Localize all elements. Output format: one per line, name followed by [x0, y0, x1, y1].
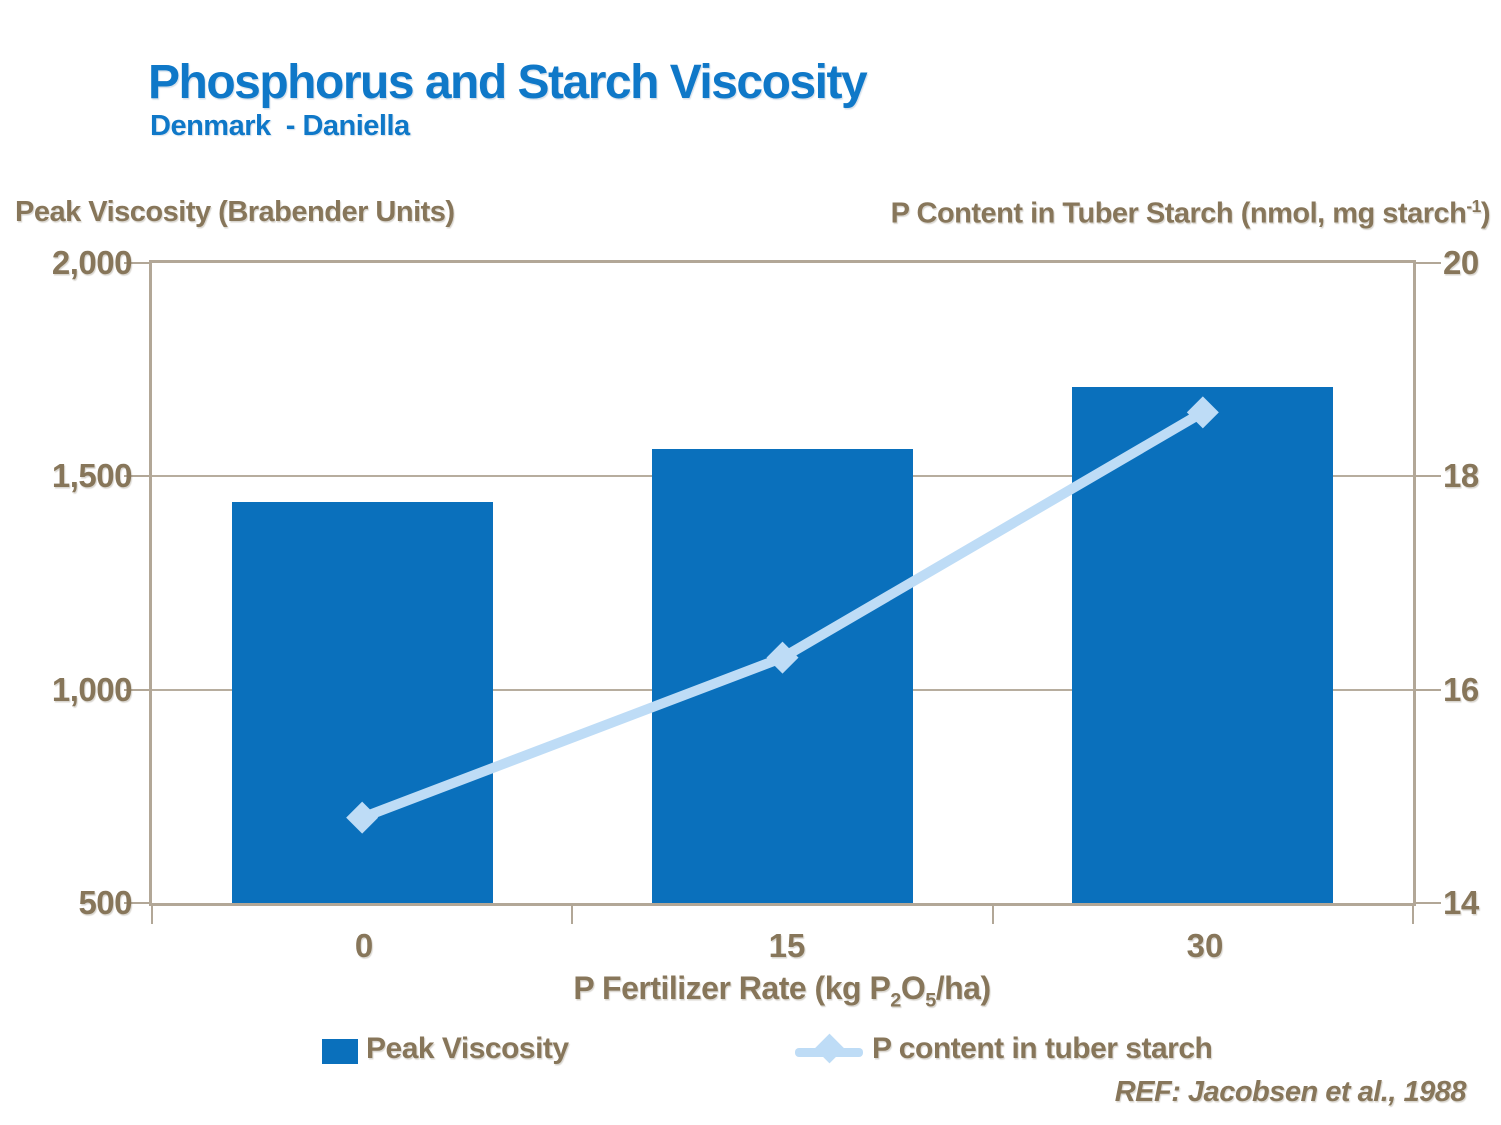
legend-diamond-marker-icon	[814, 1033, 845, 1064]
y-axis-right-tick-mark	[1416, 475, 1441, 478]
x-axis-title: P Fertilizer Rate (kg P2O5/ha)	[432, 970, 1132, 1012]
legend-label-p-content: P content in tuber starch	[872, 1032, 1213, 1065]
x-axis-title-subscript-5: 5	[925, 989, 936, 1012]
bar-peak-viscosity-30	[1072, 386, 1334, 903]
y-axis-right-tick-18: 18	[1443, 457, 1479, 494]
x-axis-title-o: O	[900, 970, 926, 1006]
reference-citation: REF: Jacobsen et al., 1988	[1114, 1076, 1467, 1108]
x-axis-tick-mark	[1412, 904, 1414, 924]
right-axis-title-superscript: -1	[1466, 196, 1481, 216]
y-axis-left-tick-mark	[124, 902, 149, 904]
y-axis-right-tick-20: 20	[1443, 244, 1479, 281]
diamond-marker-0	[346, 801, 379, 834]
left-axis-title: Peak Viscosity (Brabender Units)	[15, 196, 455, 228]
y-axis-right-tick-mark	[1416, 902, 1441, 904]
line-p-content-in-tuber-starch	[346, 396, 1219, 834]
legend-bar-swatch-icon	[322, 1039, 358, 1064]
right-axis-title-close: )	[1480, 197, 1491, 230]
diamond-marker-15	[766, 641, 799, 674]
y-axis-left-tick-mark	[124, 475, 149, 478]
diamond-marker-30	[1186, 396, 1219, 429]
bar-peak-viscosity-0	[231, 501, 493, 903]
y-axis-left-tick-1500: 1,500	[51, 457, 133, 494]
y-axis-left-tick-2000: 2,000	[51, 244, 133, 281]
page-title: Phosphorus and Starch Viscosity	[148, 56, 868, 109]
y-axis-right-tick-14: 14	[1443, 884, 1479, 921]
x-axis-tick-0: 0	[354, 927, 374, 964]
x-axis-title-end: /ha)	[935, 970, 991, 1006]
y-axis-left-tick-500: 500	[78, 884, 132, 921]
page-subtitle: Denmark - Daniella	[150, 110, 410, 142]
x-axis-tick-mark	[151, 904, 153, 924]
x-axis-tick-mark	[571, 904, 574, 924]
bar-peak-viscosity-15	[652, 448, 913, 903]
y-axis-right-tick-mark	[1416, 262, 1441, 264]
x-axis-tick-30: 30	[1186, 927, 1224, 964]
x-axis-tick-mark	[991, 904, 994, 924]
y-axis-right-tick-mark	[1416, 688, 1441, 691]
x-axis-title-text: P Fertilizer Rate (kg P	[573, 970, 891, 1006]
y-axis-right-tick-16: 16	[1443, 671, 1479, 708]
x-axis-title-subscript-2: 2	[890, 989, 901, 1012]
plot-area	[124, 260, 1441, 924]
right-axis-title: P Content in Tuber Starch (nmol, mg star…	[890, 196, 1491, 231]
legend-label-peak-viscosity: Peak Viscosity	[366, 1032, 569, 1065]
y-axis-left-tick-mark	[124, 688, 149, 691]
right-axis-title-text: P Content in Tuber Starch (nmol, mg star…	[890, 197, 1467, 230]
y-axis-left-tick-mark	[124, 262, 149, 264]
y-axis-left-tick-1000: 1,000	[51, 671, 133, 708]
x-axis-tick-15: 15	[768, 927, 806, 964]
